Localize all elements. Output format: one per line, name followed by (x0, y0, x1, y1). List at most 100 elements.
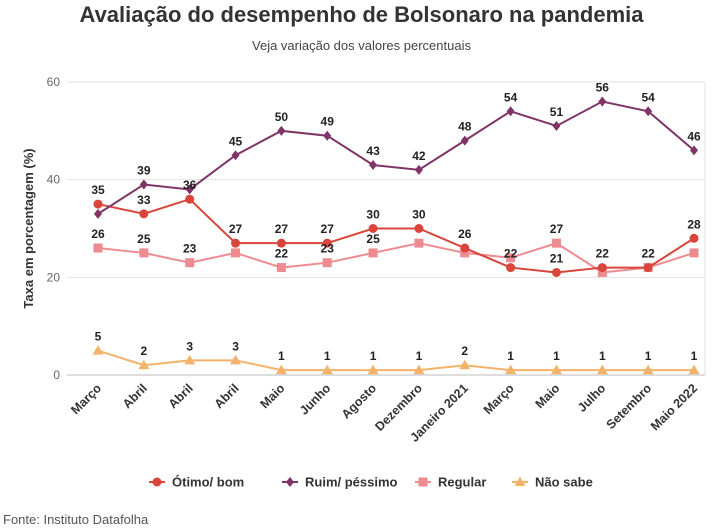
data-label: 5 (95, 330, 102, 344)
data-point (551, 238, 561, 248)
data-label: 1 (416, 349, 423, 363)
data-point (596, 364, 608, 375)
data-label: 56 (596, 81, 610, 95)
data-point (92, 345, 104, 355)
data-label: 25 (366, 232, 380, 246)
legend-marker (152, 477, 162, 487)
data-point (231, 150, 240, 161)
data-point (644, 106, 653, 117)
data-label: 3 (186, 339, 193, 353)
data-point (185, 184, 194, 195)
data-point (276, 263, 286, 273)
data-label: 26 (458, 227, 472, 241)
data-point (276, 238, 286, 248)
data-label: 1 (691, 349, 698, 363)
x-tick-label: Maio (533, 381, 563, 411)
data-point (231, 238, 241, 248)
data-label: 33 (137, 193, 151, 207)
data-point (414, 224, 424, 233)
data-label: 3 (232, 339, 239, 353)
x-tick-label: Abril (212, 381, 242, 411)
chart-title: Avaliação do desempenho de Bolsonaro na … (79, 2, 644, 27)
data-point (551, 267, 561, 277)
data-label: 1 (507, 349, 514, 363)
x-tick-label: Abril (166, 381, 196, 411)
data-point (230, 354, 242, 365)
data-label: 2 (141, 344, 148, 358)
data-point (643, 263, 653, 273)
data-label: 25 (137, 232, 151, 246)
data-point (459, 359, 471, 370)
x-tick-label: Setembro (604, 381, 655, 432)
x-tick-label: Agosto (339, 381, 380, 422)
data-point (94, 208, 102, 219)
data-label: 22 (641, 247, 655, 261)
data-label: 1 (370, 349, 377, 363)
data-point (642, 364, 654, 375)
data-label: 54 (504, 90, 518, 104)
data-label: 22 (596, 247, 610, 261)
data-label: 35 (91, 183, 105, 197)
data-label: 49 (321, 115, 335, 129)
data-point (277, 125, 286, 136)
legend-marker (418, 477, 428, 487)
data-point (93, 243, 103, 253)
data-point (506, 263, 516, 273)
data-label: 27 (275, 222, 289, 236)
data-label: 27 (229, 222, 243, 236)
data-label: 21 (550, 251, 564, 265)
data-point (93, 199, 103, 209)
data-point (506, 106, 515, 117)
data-label: 28 (687, 217, 701, 231)
data-point (369, 160, 378, 171)
data-point (367, 364, 379, 375)
data-label: 22 (504, 247, 518, 261)
data-label: 54 (641, 90, 655, 104)
series-line (97, 349, 694, 372)
series-line (97, 100, 695, 215)
data-point (321, 364, 333, 375)
data-point (414, 164, 423, 175)
data-point (690, 145, 698, 156)
data-point (368, 224, 378, 233)
data-point (460, 248, 470, 258)
legend-label: Regular (438, 475, 486, 490)
data-point (139, 179, 148, 190)
x-tick-label: Maio (257, 381, 287, 411)
data-point (185, 194, 195, 204)
data-point (506, 253, 516, 263)
data-label: 51 (550, 105, 564, 119)
data-label: 23 (183, 242, 197, 256)
chart-subtitle: Veja variação dos valores percentuais (252, 38, 471, 53)
data-label: 1 (553, 349, 560, 363)
data-label: 27 (321, 222, 335, 236)
data-label: 27 (550, 222, 564, 236)
x-tick-label: Abril (120, 381, 150, 411)
legend-marker (514, 476, 526, 486)
data-label: 48 (458, 120, 472, 134)
legend-label: Ótimo/ bom (172, 475, 244, 490)
data-label: 30 (412, 208, 426, 222)
data-label: 22 (275, 247, 289, 261)
data-point (505, 364, 517, 375)
y-tick-label: 20 (47, 270, 61, 284)
data-label: 26 (91, 227, 105, 241)
legend-label: Não sabe (535, 475, 593, 490)
y-axis-label: Taxa em porcentagem (%) (21, 148, 36, 308)
data-point (184, 354, 196, 365)
data-label: 1 (278, 349, 285, 363)
data-label: 42 (412, 149, 426, 163)
data-point (688, 364, 700, 375)
line-chart: 0 20 40 60 Taxa em porcentagem (%) Março Abril… (21, 75, 706, 490)
data-label: 36 (183, 178, 197, 192)
data-point (185, 258, 195, 268)
data-label: 1 (645, 349, 652, 363)
data-point (322, 258, 332, 268)
data-label: 23 (321, 242, 335, 256)
legend-marker (286, 477, 294, 487)
y-tick-label: 60 (47, 75, 61, 89)
data-label: 43 (366, 144, 380, 158)
data-point (368, 248, 378, 258)
data-label: 45 (229, 134, 243, 148)
